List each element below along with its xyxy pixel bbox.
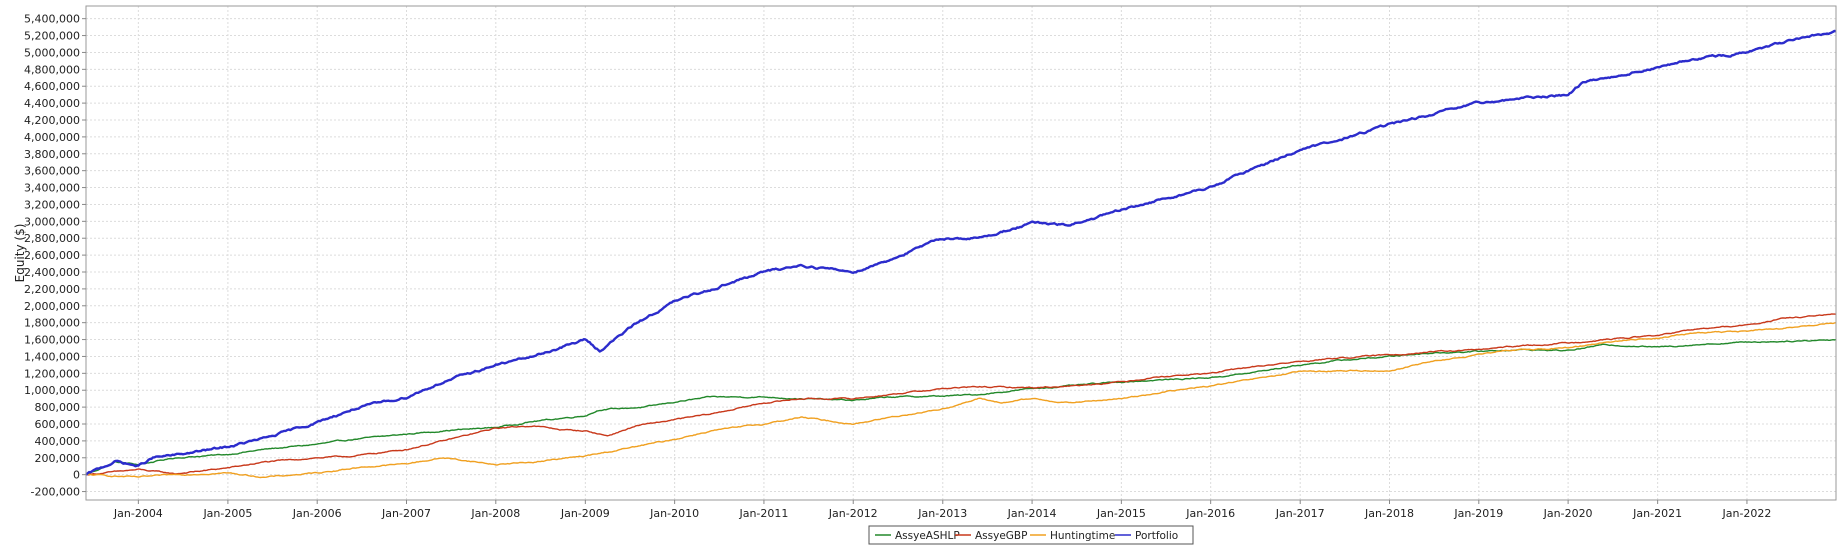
x-tick-label: Jan-2017 (1275, 507, 1325, 520)
x-tick-label: Jan-2022 (1721, 507, 1771, 520)
x-tick-label: Jan-2014 (1007, 507, 1057, 520)
x-tick-label: Jan-2008 (470, 507, 520, 520)
y-tick-label: -200,000 (31, 486, 80, 499)
plot-area-border (85, 5, 1837, 501)
y-tick-label: 4,000,000 (24, 131, 80, 144)
x-tick-label: Jan-2004 (113, 507, 163, 520)
y-tick-label: 4,200,000 (24, 114, 80, 127)
y-tick-label: 1,800,000 (24, 317, 80, 330)
y-tick-label: 600,000 (35, 418, 81, 431)
y-tick-label: 1,000,000 (24, 384, 80, 397)
series-line-assyeashlp (85, 338, 1837, 476)
y-tick-label: 5,200,000 (24, 30, 80, 43)
y-tick-label: 5,400,000 (24, 13, 80, 26)
y-tick-label: 0 (73, 469, 80, 482)
y-tick-label: 4,800,000 (24, 63, 80, 76)
y-tick-label: 3,800,000 (24, 148, 80, 161)
x-tick-label: Jan-2019 (1453, 507, 1503, 520)
x-tick-label: Jan-2011 (738, 507, 788, 520)
series-line-assyegbp (85, 313, 1837, 476)
y-axis-title: Equity ($) (13, 224, 27, 283)
y-tick-label: 3,400,000 (24, 182, 80, 195)
series-lines (85, 29, 1837, 479)
x-tick-label: Jan-2020 (1543, 507, 1593, 520)
y-tick-label: 2,800,000 (24, 232, 80, 245)
y-tick-label: 3,000,000 (24, 215, 80, 228)
y-axis: -200,000 0 200,000 400,000 600,000 800,000 1,0… (24, 13, 86, 499)
y-tick-label: 3,600,000 (24, 165, 80, 178)
legend: AssyeASHLP AssyeGBP Huntingtime Portfolio (868, 525, 1194, 545)
legend-label: Huntingtime (1050, 530, 1115, 542)
legend-label: AssyeASHLP (895, 530, 960, 542)
y-tick-label: 1,600,000 (24, 334, 80, 347)
x-tick-label: Jan-2012 (828, 507, 878, 520)
y-tick-label: 3,200,000 (24, 198, 80, 211)
x-tick-label: Jan-2010 (649, 507, 699, 520)
x-tick-label: Jan-2006 (292, 507, 342, 520)
y-tick-label: 2,400,000 (24, 266, 80, 279)
y-tick-label: 2,200,000 (24, 283, 80, 296)
x-tick-label: Jan-2005 (202, 507, 252, 520)
y-tick-label: 5,000,000 (24, 46, 80, 59)
y-tick-label: 4,600,000 (24, 80, 80, 93)
x-tick-label: Jan-2007 (381, 507, 431, 520)
x-tick-label: Jan-2009 (560, 507, 610, 520)
y-tick-label: 2,000,000 (24, 300, 80, 313)
x-tick-label: Jan-2018 (1364, 507, 1414, 520)
legend-label: Portfolio (1135, 530, 1178, 542)
y-tick-label: 200,000 (35, 452, 81, 465)
y-tick-label: 800,000 (35, 401, 81, 414)
legend-label: AssyeGBP (975, 530, 1027, 542)
x-tick-label: Jan-2016 (1185, 507, 1235, 520)
x-tick-label: Jan-2013 (917, 507, 967, 520)
series-line-huntingtime (85, 322, 1837, 479)
y-tick-label: 1,400,000 (24, 350, 80, 363)
x-axis: Jan-2004 Jan-2005 Jan-2006 Jan-2007 Jan-2008… (113, 500, 1771, 520)
x-tick-label: Jan-2015 (1096, 507, 1146, 520)
y-tick-label: 400,000 (35, 435, 81, 448)
y-tick-label: 1,200,000 (24, 367, 80, 380)
y-tick-label: 2,600,000 (24, 249, 80, 262)
y-tick-label: 4,400,000 (24, 97, 80, 110)
series-line-portfolio (85, 29, 1837, 476)
x-tick-label: Jan-2021 (1632, 507, 1682, 520)
